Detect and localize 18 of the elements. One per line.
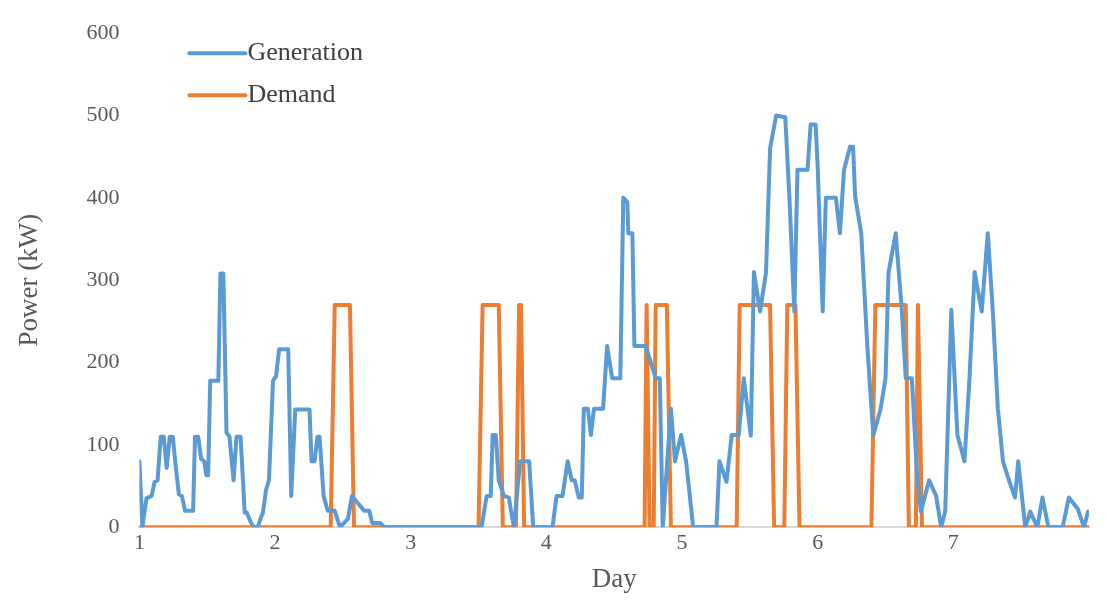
x-tick-label: 1: [133, 529, 145, 555]
y-tick-label: 500: [86, 101, 120, 127]
y-tick-label: 0: [108, 512, 120, 538]
y-axis-title: Power (kW): [13, 213, 44, 347]
x-tick-label: 3: [405, 529, 417, 555]
legend-label: Generation: [247, 37, 363, 67]
x-tick-label: 6: [812, 529, 824, 555]
y-tick-label: 300: [86, 265, 120, 291]
y-tick-label: 600: [86, 18, 120, 44]
legend-label: Demand: [247, 79, 336, 109]
y-tick-label: 100: [86, 430, 120, 456]
x-axis-title: Day: [591, 562, 638, 593]
y-tick-label: 200: [86, 348, 120, 374]
x-tick-label: 2: [269, 529, 281, 555]
x-tick-label: 7: [947, 529, 959, 555]
x-tick-label: 4: [540, 529, 552, 555]
y-tick-label: 400: [86, 183, 120, 209]
x-tick-label: 5: [676, 529, 688, 555]
